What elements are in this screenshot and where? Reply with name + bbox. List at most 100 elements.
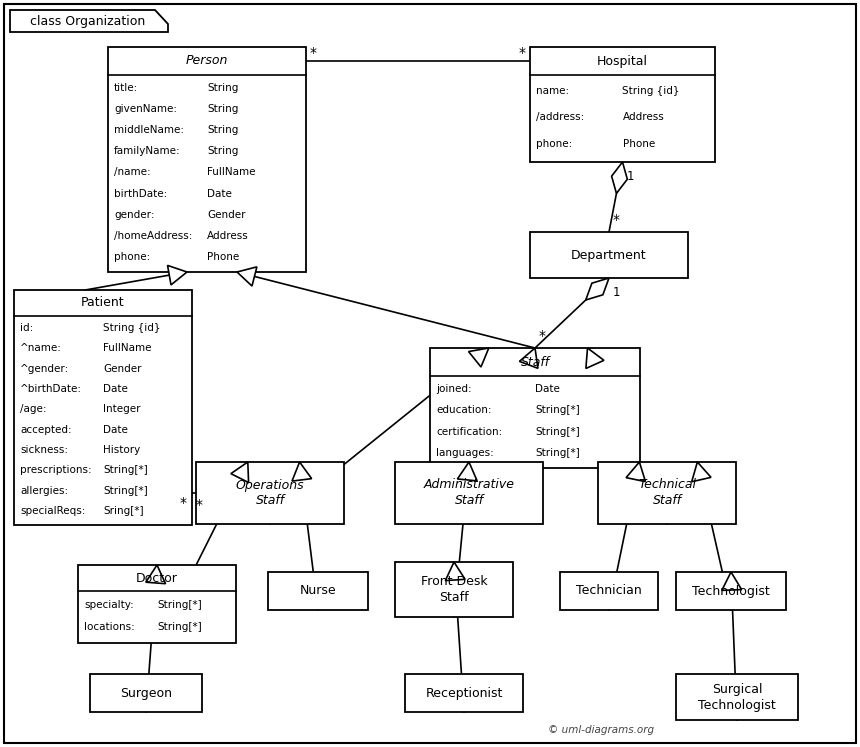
Text: Technician: Technician (576, 584, 642, 598)
Bar (268, 572, 368, 610)
Polygon shape (146, 565, 165, 583)
Text: /homeAddress:: /homeAddress: (114, 231, 193, 241)
Text: sickness:: sickness: (20, 445, 68, 455)
Text: birthDate:: birthDate: (114, 189, 167, 199)
Text: *: * (519, 46, 526, 60)
Text: allergies:: allergies: (20, 486, 68, 495)
Text: Person: Person (186, 55, 228, 67)
Bar (530, 47, 715, 162)
Text: Date: Date (103, 384, 128, 394)
Text: class Organization: class Organization (30, 14, 145, 28)
Polygon shape (586, 348, 604, 368)
Text: familyName:: familyName: (114, 146, 181, 156)
Text: *: * (196, 498, 203, 512)
Text: FullName: FullName (207, 167, 255, 178)
Bar (676, 674, 798, 720)
Text: String {id}: String {id} (103, 323, 161, 333)
Text: © uml-diagrams.org: © uml-diagrams.org (548, 725, 654, 735)
Text: certification:: certification: (436, 427, 502, 437)
Text: name:: name: (536, 86, 569, 96)
Text: education:: education: (436, 405, 492, 415)
Text: Front Desk
Staff: Front Desk Staff (421, 575, 488, 604)
Text: specialReqs:: specialReqs: (20, 506, 85, 515)
Polygon shape (292, 462, 311, 481)
Bar (108, 47, 306, 272)
Text: ^gender:: ^gender: (20, 364, 70, 374)
Text: middleName:: middleName: (114, 125, 184, 135)
Bar (395, 562, 513, 617)
Polygon shape (519, 348, 538, 368)
Text: ^birthDate:: ^birthDate: (20, 384, 82, 394)
Text: gender:: gender: (114, 210, 155, 220)
Text: String[*]: String[*] (103, 486, 148, 495)
Text: String[*]: String[*] (535, 405, 580, 415)
Text: Date: Date (535, 384, 560, 394)
Text: String[*]: String[*] (157, 622, 202, 632)
Text: Phone: Phone (207, 252, 239, 262)
Text: Address: Address (623, 112, 664, 123)
Text: Staff: Staff (520, 356, 550, 368)
Text: Administrative
Staff: Administrative Staff (423, 479, 514, 507)
Text: Technical
Staff: Technical Staff (638, 479, 696, 507)
Bar (196, 462, 344, 524)
Bar (90, 674, 202, 712)
Text: 1: 1 (626, 170, 634, 182)
Bar (78, 565, 236, 643)
Text: History: History (103, 445, 140, 455)
Text: accepted:: accepted: (20, 424, 71, 435)
Text: title:: title: (114, 83, 138, 93)
Text: Surgeon: Surgeon (120, 686, 172, 699)
Text: String[*]: String[*] (157, 600, 202, 610)
Text: /address:: /address: (536, 112, 584, 123)
Polygon shape (445, 562, 465, 580)
Text: ^name:: ^name: (20, 344, 62, 353)
Polygon shape (722, 572, 741, 590)
Text: String: String (207, 104, 238, 114)
Text: specialty:: specialty: (84, 600, 134, 610)
Bar (14, 290, 192, 525)
Text: String[*]: String[*] (535, 427, 580, 437)
Text: Gender: Gender (207, 210, 245, 220)
Text: Date: Date (207, 189, 232, 199)
Text: *: * (180, 496, 187, 510)
Text: Nurse: Nurse (299, 584, 336, 598)
Text: Department: Department (571, 249, 647, 261)
Text: String {id}: String {id} (623, 86, 680, 96)
Text: joined:: joined: (436, 384, 471, 394)
Text: 1: 1 (613, 285, 621, 299)
Polygon shape (237, 267, 257, 286)
Text: String[*]: String[*] (103, 465, 148, 475)
Text: Surgical
Technologist: Surgical Technologist (698, 683, 776, 711)
Polygon shape (168, 265, 187, 285)
Text: prescriptions:: prescriptions: (20, 465, 92, 475)
Text: Hospital: Hospital (597, 55, 648, 67)
Text: Operations
Staff: Operations Staff (236, 479, 304, 507)
Bar (395, 462, 543, 524)
Text: Technologist: Technologist (692, 584, 770, 598)
Bar (676, 572, 786, 610)
Text: id:: id: (20, 323, 34, 333)
Text: Doctor: Doctor (136, 571, 178, 584)
Bar (405, 674, 523, 712)
Polygon shape (230, 462, 249, 483)
Polygon shape (586, 278, 609, 300)
Bar (598, 462, 736, 524)
Text: Sring[*]: Sring[*] (103, 506, 144, 515)
Polygon shape (626, 462, 646, 482)
Text: String: String (207, 83, 238, 93)
Text: *: * (613, 213, 620, 227)
Text: Phone: Phone (623, 138, 654, 149)
Text: /name:: /name: (114, 167, 150, 178)
Text: Date: Date (103, 424, 128, 435)
Text: /age:: /age: (20, 404, 46, 415)
Text: languages:: languages: (436, 448, 494, 458)
Text: Receptionist: Receptionist (426, 686, 503, 699)
Text: Address: Address (207, 231, 249, 241)
Bar (530, 232, 688, 278)
Polygon shape (10, 10, 168, 32)
Polygon shape (469, 348, 488, 367)
Polygon shape (691, 462, 711, 482)
Text: *: * (310, 46, 317, 60)
Text: Gender: Gender (103, 364, 142, 374)
Polygon shape (458, 462, 477, 481)
